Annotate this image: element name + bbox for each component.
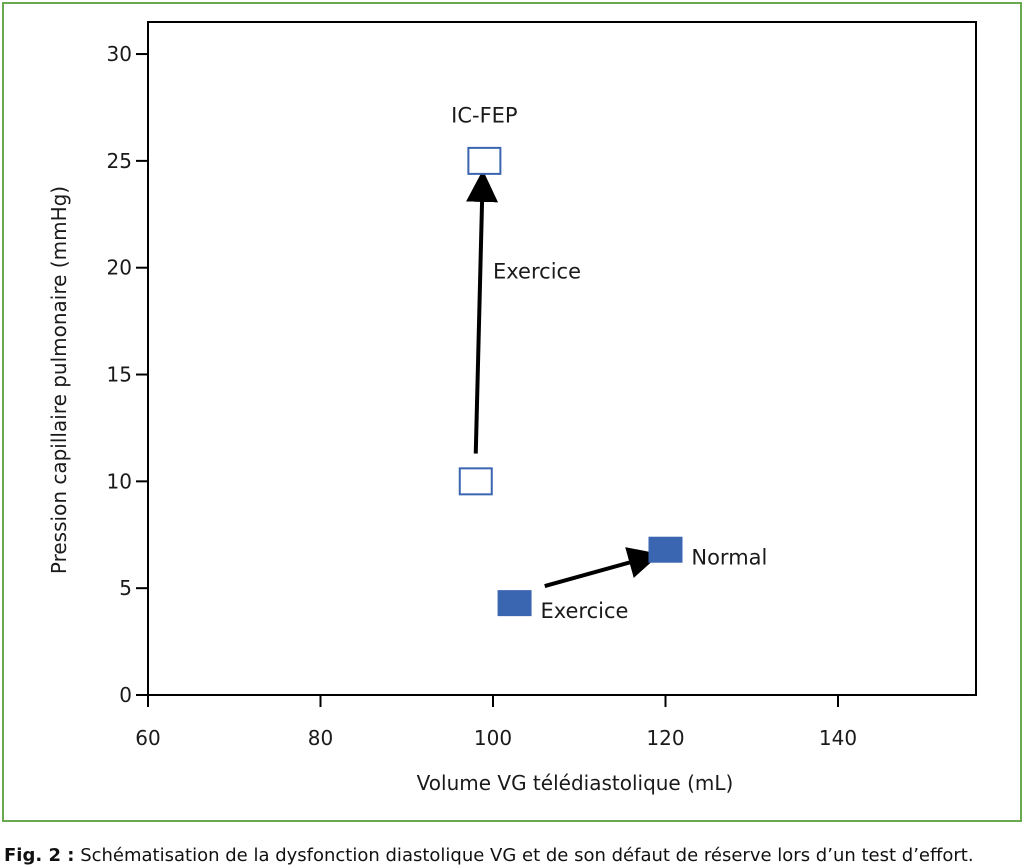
y-tick-label: 20 [107,256,132,280]
figure-frame [2,2,1022,822]
figure-caption: Fig. 2 : Schématisation de la dysfonctio… [4,845,974,866]
x-axis-label: Volume VG télédiastolique (mL) [417,771,734,795]
y-tick-label: 25 [107,149,132,173]
annotation-label: Exercice [493,259,581,283]
annotation-label: Exercice [540,599,628,623]
annotation-label: Normal [691,546,767,570]
x-tick-label: 120 [646,726,684,750]
ic-fep-point [458,467,493,496]
caption-text: Schématisation de la dysfonction diastol… [80,845,974,866]
x-tick-label: 100 [474,726,512,750]
y-axis-label: Pression capillaire pulmonaire (mmHg) [47,186,71,574]
y-tick-label: 30 [107,42,132,66]
axes: 60 80 100 120 140 0 5 10 15 20 25 30 [107,42,858,750]
y-tick-label: 10 [107,469,132,493]
x-tick-label: 140 [819,726,857,750]
normal-point [497,590,532,617]
x-tick-label: 60 [135,726,160,750]
plot-area-border [147,21,977,696]
exercise-arrow [544,547,661,588]
y-tick-label: 15 [107,363,132,387]
annotation-label: IC-FEP [451,103,517,127]
y-tick-label: 5 [119,576,132,600]
x-tick-label: 80 [308,726,333,750]
chart-marks: IC-FEP Exercice Normal Exercice [451,103,767,623]
exercise-arrow [466,169,499,454]
normal-point [648,536,683,563]
chart: 60 80 100 120 140 0 5 10 15 20 25 30 IC-FEP Exercice… [47,21,977,795]
ic-fep-point [467,146,502,175]
y-tick-label: 0 [119,683,132,707]
caption-label: Fig. 2 : [4,845,75,866]
